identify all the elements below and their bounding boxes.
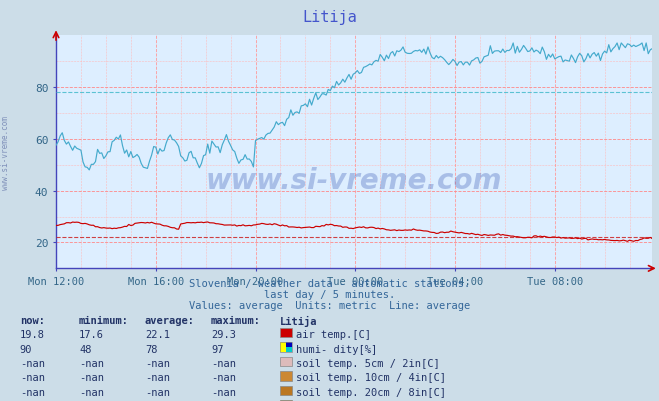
Text: 22.1: 22.1 xyxy=(145,329,170,339)
Text: now:: now: xyxy=(20,315,45,325)
Text: Litija: Litija xyxy=(280,315,318,326)
Text: soil temp. 10cm / 4in[C]: soil temp. 10cm / 4in[C] xyxy=(296,373,446,383)
Text: -nan: -nan xyxy=(79,358,104,368)
Text: air temp.[C]: air temp.[C] xyxy=(296,329,371,339)
Text: www.si-vreme.com: www.si-vreme.com xyxy=(206,166,502,194)
Text: -nan: -nan xyxy=(145,387,170,397)
Text: average:: average: xyxy=(145,315,195,325)
Text: 97: 97 xyxy=(211,344,223,354)
Text: 19.8: 19.8 xyxy=(20,329,45,339)
Text: -nan: -nan xyxy=(79,387,104,397)
Text: 17.6: 17.6 xyxy=(79,329,104,339)
Text: www.si-vreme.com: www.si-vreme.com xyxy=(1,115,10,189)
Text: humi- dity[%]: humi- dity[%] xyxy=(296,344,377,354)
Text: -nan: -nan xyxy=(20,373,45,383)
Text: minimum:: minimum: xyxy=(79,315,129,325)
Text: 29.3: 29.3 xyxy=(211,329,236,339)
Text: soil temp. 20cm / 8in[C]: soil temp. 20cm / 8in[C] xyxy=(296,387,446,397)
Text: maximum:: maximum: xyxy=(211,315,261,325)
Text: Values: average  Units: metric  Line: average: Values: average Units: metric Line: aver… xyxy=(189,300,470,310)
Text: -nan: -nan xyxy=(145,358,170,368)
Text: -nan: -nan xyxy=(145,373,170,383)
Text: 90: 90 xyxy=(20,344,32,354)
Text: Slovenia / weather data - automatic stations.: Slovenia / weather data - automatic stat… xyxy=(189,279,470,289)
Text: soil temp. 5cm / 2in[C]: soil temp. 5cm / 2in[C] xyxy=(296,358,440,368)
Text: last day / 5 minutes.: last day / 5 minutes. xyxy=(264,290,395,300)
Text: -nan: -nan xyxy=(79,373,104,383)
Text: Litija: Litija xyxy=(302,10,357,25)
Text: -nan: -nan xyxy=(211,358,236,368)
Text: -nan: -nan xyxy=(20,358,45,368)
Text: -nan: -nan xyxy=(20,387,45,397)
Text: 78: 78 xyxy=(145,344,158,354)
Text: -nan: -nan xyxy=(211,387,236,397)
Text: 48: 48 xyxy=(79,344,92,354)
Text: -nan: -nan xyxy=(211,373,236,383)
